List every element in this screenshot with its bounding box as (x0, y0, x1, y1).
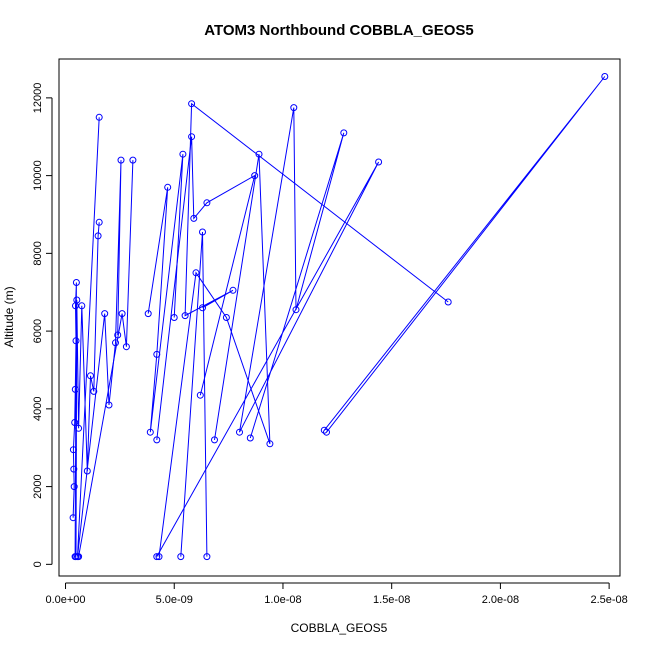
y-axis-label: Altitude (m) (2, 286, 16, 347)
data-point (199, 304, 206, 312)
data-point (78, 302, 86, 310)
data-point (129, 156, 137, 164)
x-tick-label: 2.0e-08 (482, 594, 519, 606)
data-point (71, 419, 79, 426)
data-point (95, 218, 103, 226)
data-point (236, 428, 243, 436)
data-point (290, 104, 298, 112)
data-point (75, 424, 83, 432)
data-point (73, 296, 81, 304)
data-point (90, 387, 98, 395)
data-point (222, 314, 230, 321)
data-point (87, 372, 94, 380)
data-point (255, 150, 263, 158)
y-tick-label: 6000 (32, 319, 44, 343)
series-line (180, 231, 208, 557)
data-point (122, 343, 130, 351)
data-point (112, 339, 119, 347)
data-point (118, 310, 126, 318)
data-point (75, 553, 83, 561)
data-point (266, 440, 274, 448)
data-point (94, 232, 102, 240)
x-axis-label: COBBLA_GEOS5 (291, 621, 388, 635)
y-tick-label: 10000 (32, 160, 44, 191)
data-point (144, 310, 152, 318)
series-line (147, 154, 184, 433)
series-line (156, 107, 380, 557)
data-point (179, 150, 187, 158)
data-point (153, 436, 161, 444)
y-axis: 0 2000 4000 6000 8000 10000 12000 (32, 83, 53, 567)
x-tick-label: 0.0e+00 (45, 594, 85, 606)
chart-title: ATOM3 Northbound COBBLA_GEOS5 (204, 22, 473, 39)
series-line (323, 76, 606, 433)
data-point (375, 158, 383, 166)
data-point (203, 553, 211, 561)
data-point (229, 286, 237, 294)
data-point (601, 73, 609, 80)
data-point (72, 279, 80, 286)
data-point (72, 337, 80, 345)
series-line (78, 160, 134, 557)
data-point (320, 426, 328, 434)
data-point (340, 129, 348, 137)
series-layer (69, 73, 609, 561)
data-point (203, 199, 211, 207)
x-tick-label: 5.0e-09 (156, 594, 193, 606)
data-point (188, 133, 196, 141)
data-point (188, 100, 196, 108)
data-point (246, 434, 254, 442)
x-tick-label: 1.0e-08 (264, 594, 301, 606)
data-point (444, 298, 452, 306)
data-point (153, 553, 161, 561)
data-point (146, 428, 154, 436)
data-point (196, 391, 204, 399)
data-point (101, 310, 109, 318)
series-line (77, 117, 122, 557)
x-tick-label: 2.5e-08 (590, 594, 627, 606)
y-tick-label: 8000 (32, 241, 44, 265)
data-point (117, 156, 125, 164)
data-point (192, 269, 200, 277)
data-point (95, 113, 103, 121)
y-tick-label: 12000 (32, 83, 44, 114)
data-point (164, 183, 172, 191)
data-point (292, 306, 300, 314)
series-line (72, 282, 77, 557)
data-point (211, 436, 218, 444)
data-point (70, 483, 78, 491)
y-tick-label: 0 (32, 561, 44, 567)
data-point (181, 312, 189, 320)
data-point (199, 228, 206, 236)
y-tick-label: 4000 (32, 397, 44, 421)
y-tick-label: 2000 (32, 474, 44, 498)
series-line (184, 102, 449, 317)
data-point (177, 553, 185, 561)
data-point (70, 465, 78, 473)
data-point (190, 214, 198, 222)
plot-frame (58, 58, 621, 577)
data-point (153, 350, 161, 358)
series-line (156, 136, 256, 440)
x-tick-label: 1.5e-08 (373, 594, 410, 606)
x-axis: 0.0e+00 5.0e-09 1.0e-08 1.5e-08 2.0e-08 2.5e-… (45, 582, 628, 606)
data-point (323, 428, 330, 436)
